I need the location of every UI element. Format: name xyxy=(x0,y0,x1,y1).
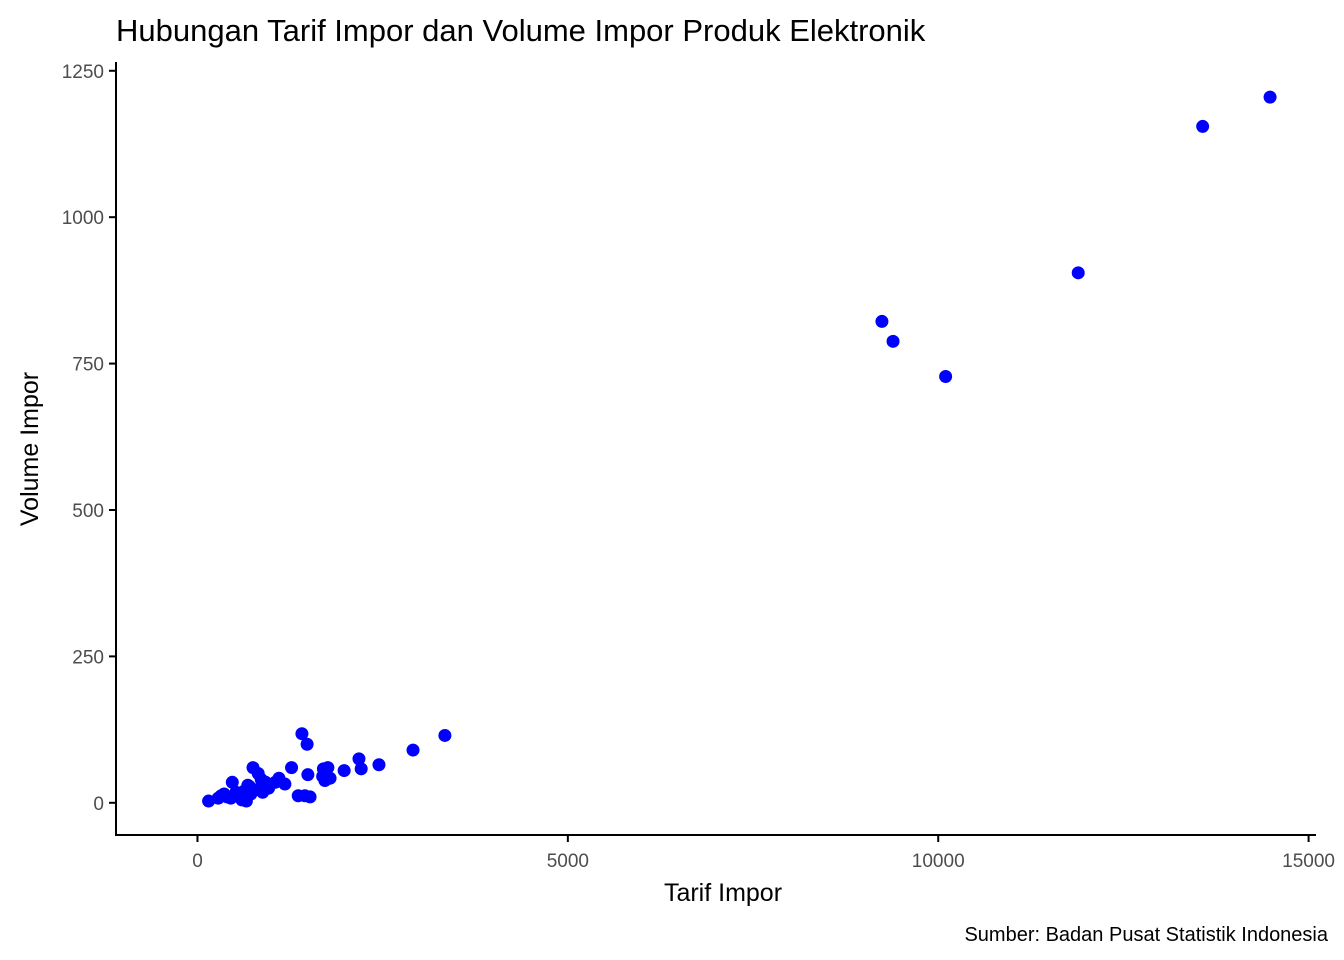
data-point xyxy=(1071,266,1085,280)
y-axis-title: Volume Impor xyxy=(16,372,44,526)
data-point xyxy=(295,727,309,741)
data-point xyxy=(354,762,368,776)
data-point xyxy=(352,752,366,766)
data-point xyxy=(1263,90,1277,104)
data-point xyxy=(337,764,351,778)
data-point xyxy=(438,728,452,742)
y-tick-label: 1000 xyxy=(62,208,104,229)
y-axis-ticks: 0 250 500 750 1000 1250 xyxy=(62,62,116,815)
y-tick-label: 1250 xyxy=(62,62,104,83)
y-tick-label: 250 xyxy=(72,647,104,668)
y-tick-label: 750 xyxy=(72,355,104,376)
data-point xyxy=(886,334,900,348)
data-point xyxy=(225,775,239,789)
data-point xyxy=(372,758,386,772)
data-point xyxy=(323,771,337,785)
x-axis-title: Tarif Impor xyxy=(664,879,782,907)
data-points xyxy=(202,90,1277,808)
data-point xyxy=(939,369,953,383)
y-tick-label: 0 xyxy=(93,794,104,815)
data-point xyxy=(406,743,420,757)
data-point xyxy=(301,768,315,782)
x-tick-label: 15000 xyxy=(1282,851,1335,872)
data-point xyxy=(278,777,292,791)
y-tick-label: 500 xyxy=(72,501,104,522)
data-point xyxy=(300,737,314,751)
data-point xyxy=(1196,119,1210,133)
chart-caption: Sumber: Badan Pusat Statistik Indonesia xyxy=(964,924,1328,946)
x-tick-label: 0 xyxy=(192,851,203,872)
data-point xyxy=(321,761,335,775)
chart-title: Hubungan Tarif Impor dan Volume Impor Pr… xyxy=(116,13,926,48)
data-point xyxy=(285,761,299,775)
x-axis-ticks: 0 5000 10000 15000 xyxy=(192,835,1335,872)
plot-area: 0 250 500 750 1000 1250 0 5000 10000 15000 xyxy=(62,62,1335,872)
x-tick-label: 10000 xyxy=(912,851,965,872)
data-point xyxy=(875,314,889,328)
x-tick-label: 5000 xyxy=(547,851,589,872)
data-point xyxy=(303,790,317,804)
